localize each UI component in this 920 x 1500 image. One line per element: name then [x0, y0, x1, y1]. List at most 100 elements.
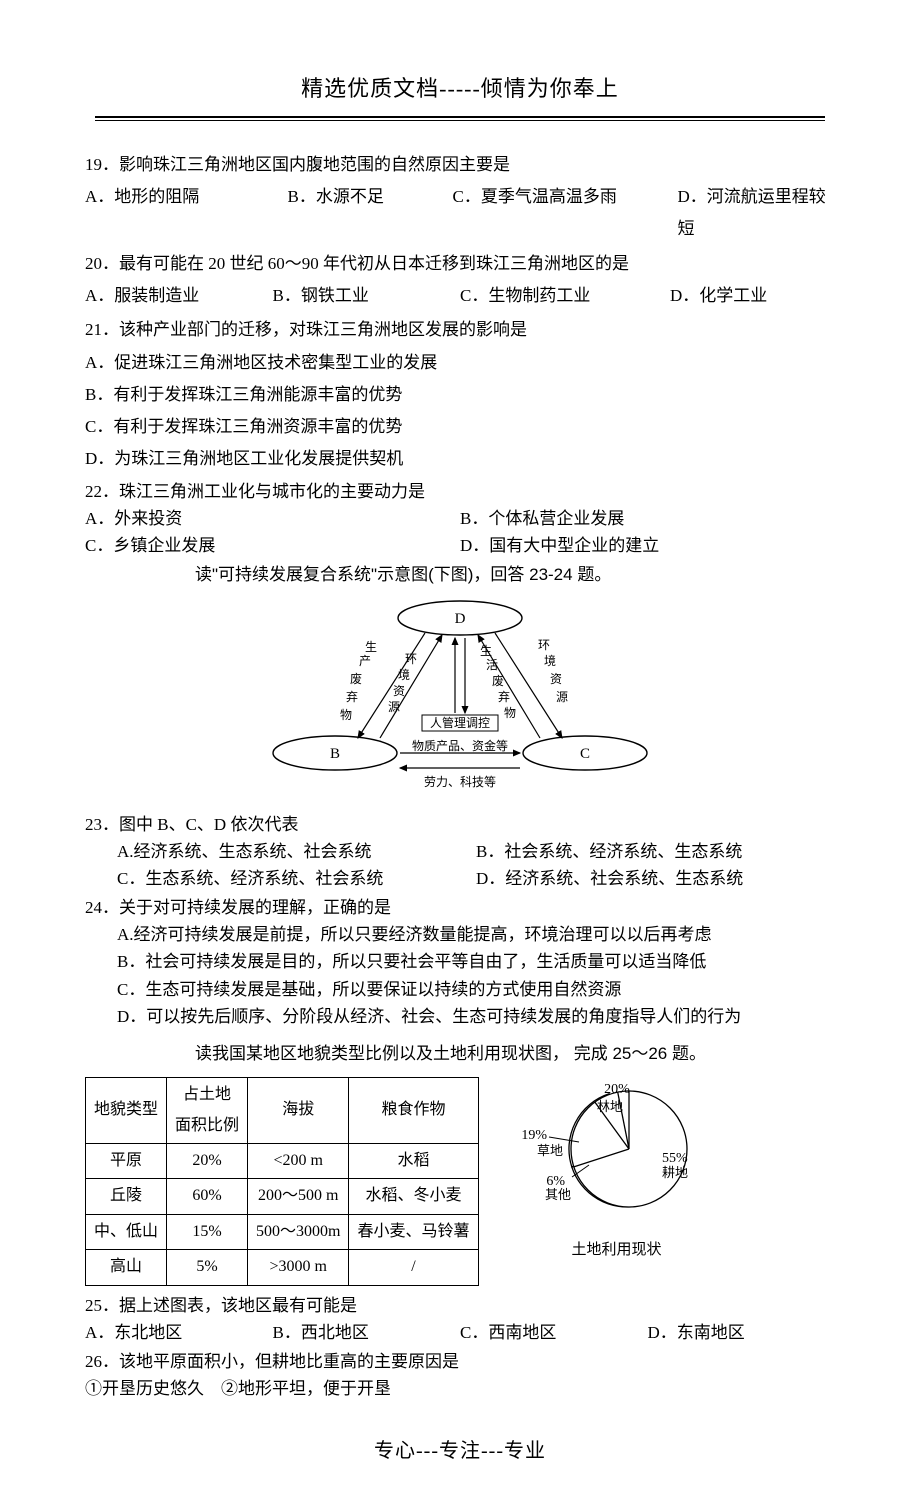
q23-opt-b: B．社会系统、经济系统、生态系统	[476, 838, 835, 865]
question-20-options: A．服装制造业 B．钢铁工业 C．生物制药工业 D．化学工业	[85, 280, 835, 312]
svg-text:废: 废	[350, 671, 362, 686]
table-cell: 20%	[167, 1143, 248, 1178]
q21-opt-c: C．有利于发挥珠江三角洲资源丰富的优势	[85, 411, 835, 443]
table-cell: >3000 m	[248, 1250, 349, 1285]
question-26: 26．该地平原面积小，但耕地比重高的主要原因是 ①开垦历史悠久 ②地形平坦，便于…	[85, 1348, 835, 1402]
table-row: 高山5%>3000 m/	[86, 1250, 479, 1285]
th-2: 海拔	[248, 1078, 349, 1144]
svg-text:境: 境	[398, 667, 410, 682]
table-cell: 丘陵	[86, 1179, 167, 1214]
svg-text:活: 活	[486, 658, 498, 672]
svg-text:境: 境	[544, 653, 556, 668]
table-cell: 水稻、冬小麦	[349, 1179, 478, 1214]
question-20: 20．最有可能在 20 世纪 60～90 年代初从日本迁移到珠江三角洲地区的是 …	[85, 248, 835, 313]
pie-name-gengdi: 耕地	[662, 1165, 688, 1180]
table-row: 平原20%<200 m水稻	[86, 1143, 479, 1178]
pie-pct-19: 19%	[521, 1128, 547, 1143]
sustainable-dev-diagram: D B C 人管理调控 物质产品、资金等 劳力、科技等 生 产 废 弃 物 环 …	[85, 593, 835, 803]
th-3: 粮食作物	[349, 1078, 478, 1144]
q24-opt-b: B．社会可持续发展是目的，所以只要社会平等自由了，生活质量可以适当降低	[85, 948, 835, 975]
question-22-stem: 22．珠江三角洲工业化与城市化的主要动力是	[85, 478, 835, 505]
q20-opt-c: C．生物制药工业	[460, 280, 670, 312]
question-26-stem: 26．该地平原面积小，但耕地比重高的主要原因是	[85, 1348, 835, 1375]
pie-name-lindi: 林地	[597, 1099, 623, 1114]
table-cell: 中、低山	[86, 1214, 167, 1249]
table-cell: 高山	[86, 1250, 167, 1285]
page-footer-text: 专心---专注---专业	[85, 1432, 835, 1470]
q20-opt-b: B．钢铁工业	[273, 280, 461, 312]
question-21: 21．该种产业部门的迁移，对珠江三角洲地区发展的影响是 A．促进珠江三角洲地区技…	[85, 314, 835, 475]
table-cell: 500～3000m	[248, 1214, 349, 1249]
svg-text:环: 环	[405, 652, 417, 666]
header-rule	[95, 116, 825, 121]
q22-opt-a: A．外来投资	[85, 505, 460, 532]
svg-text:生: 生	[480, 644, 492, 658]
table-row: 丘陵60%200～500 m水稻、冬小麦	[86, 1179, 479, 1214]
q19-opt-a: A．地形的阻隔	[85, 181, 288, 246]
question-19-options: A．地形的阻隔 B．水源不足 C．夏季气温高温多雨 D．河流航运里程较短	[85, 181, 835, 246]
q24-opt-c: C．生态可持续发展是基础，所以要保证以持续的方式使用自然资源	[85, 976, 835, 1003]
diagram-node-d: D	[455, 611, 466, 627]
svg-text:废: 废	[492, 673, 504, 688]
svg-text:环: 环	[538, 638, 550, 652]
diagram-center-mid: 物质产品、资金等	[412, 738, 508, 753]
pie-chart-block: 55% 耕地 20% 林地 19% 草地 6% 其他 土地利用现状	[517, 1077, 717, 1264]
q25-opt-d: D．东南地区	[648, 1319, 836, 1346]
q23-opt-c: C．生态系统、经济系统、社会系统	[117, 865, 476, 892]
table-header-row: 地貌类型 占土地 面积比例 海拔 粮食作物	[86, 1078, 479, 1144]
q25-options: A．东北地区 B．西北地区 C．西南地区 D．东南地区	[85, 1319, 835, 1346]
q25-opt-b: B．西北地区	[273, 1319, 461, 1346]
pie-pct-20: 20%	[604, 1082, 630, 1097]
q23-opt-d: D．经济系统、社会系统、生态系统	[476, 865, 835, 892]
table-cell: 15%	[167, 1214, 248, 1249]
q24-opt-d: D．可以按先后顺序、分阶段从经济、社会、生态可持续发展的角度指导人们的行为	[85, 1003, 835, 1030]
svg-text:资: 资	[550, 672, 562, 686]
q25-opt-c: C．西南地区	[460, 1319, 648, 1346]
svg-text:源: 源	[388, 700, 400, 714]
svg-text:物: 物	[504, 706, 516, 720]
table-cell: 春小麦、马铃薯	[349, 1214, 478, 1249]
svg-text:资: 资	[393, 684, 405, 698]
question-20-stem: 20．最有可能在 20 世纪 60～90 年代初从日本迁移到珠江三角洲地区的是	[85, 248, 835, 280]
question-24: 24．关于对可持续发展的理解，正确的是 A.经济可持续发展是前提，所以只要经济数…	[85, 894, 835, 1030]
question-25-stem: 25．据上述图表，该地区最有可能是	[85, 1292, 835, 1319]
diagram-svg: D B C 人管理调控 物质产品、资金等 劳力、科技等 生 产 废 弃 物 环 …	[250, 593, 670, 803]
table-cell: <200 m	[248, 1143, 349, 1178]
pie-svg: 55% 耕地 20% 林地 19% 草地 6% 其他	[517, 1077, 717, 1222]
instruction-23-24: 读"可持续发展复合系统"示意图(下图)，回答 23-24 题。	[195, 561, 835, 588]
table-cell: /	[349, 1250, 478, 1285]
pie-caption: 土地利用现状	[517, 1236, 717, 1265]
landform-table: 地貌类型 占土地 面积比例 海拔 粮食作物 平原20%<200 m水稻丘陵60%…	[85, 1077, 479, 1285]
svg-text:弃: 弃	[346, 689, 358, 704]
question-25: 25．据上述图表，该地区最有可能是 A．东北地区 B．西北地区 C．西南地区 D…	[85, 1292, 835, 1346]
svg-text:物: 物	[340, 708, 352, 722]
table-cell: 200～500 m	[248, 1179, 349, 1214]
question-19-stem: 19．影响珠江三角洲地区国内腹地范围的自然原因主要是	[85, 149, 835, 181]
question-23: 23．图中 B、C、D 依次代表 A.经济系统、生态系统、社会系统 B．社会系统…	[85, 811, 835, 893]
question-26-line2: ①开垦历史悠久 ②地形平坦，便于开垦	[85, 1375, 835, 1402]
diagram-node-c: C	[580, 746, 590, 762]
q22-row1: A．外来投资 B．个体私营企业发展	[85, 505, 835, 532]
question-23-stem: 23．图中 B、C、D 依次代表	[85, 811, 835, 838]
q23-row1: A.经济系统、生态系统、社会系统 B．社会系统、经济系统、生态系统	[85, 838, 835, 865]
question-19: 19．影响珠江三角洲地区国内腹地范围的自然原因主要是 A．地形的阻隔 B．水源不…	[85, 149, 835, 246]
q21-opt-b: B．有利于发挥珠江三角洲能源丰富的优势	[85, 379, 835, 411]
q19-opt-c: C．夏季气温高温多雨	[453, 181, 678, 246]
q19-opt-d: D．河流航运里程较短	[678, 181, 836, 246]
table-cell: 60%	[167, 1179, 248, 1214]
question-21-stem: 21．该种产业部门的迁移，对珠江三角洲地区发展的影响是	[85, 314, 835, 346]
q22-opt-b: B．个体私营企业发展	[460, 505, 835, 532]
diagram-node-b: B	[330, 746, 340, 762]
table-row: 中、低山15%500～3000m春小麦、马铃薯	[86, 1214, 479, 1249]
pie-name-caodi: 草地	[536, 1143, 562, 1158]
question-24-stem: 24．关于对可持续发展的理解，正确的是	[85, 894, 835, 921]
q25-opt-a: A．东北地区	[85, 1319, 273, 1346]
th-1: 占土地 面积比例	[167, 1078, 248, 1144]
table-pie-block: 地貌类型 占土地 面积比例 海拔 粮食作物 平原20%<200 m水稻丘陵60%…	[85, 1077, 835, 1285]
q21-opt-a: A．促进珠江三角洲地区技术密集型工业的发展	[85, 347, 835, 379]
svg-text:产: 产	[359, 654, 371, 668]
table-cell: 5%	[167, 1250, 248, 1285]
q22-opt-d: D．国有大中型企业的建立	[460, 532, 835, 559]
q21-opt-d: D．为珠江三角洲地区工业化发展提供契机	[85, 443, 835, 475]
pie-name-qita: 其他	[544, 1187, 570, 1202]
